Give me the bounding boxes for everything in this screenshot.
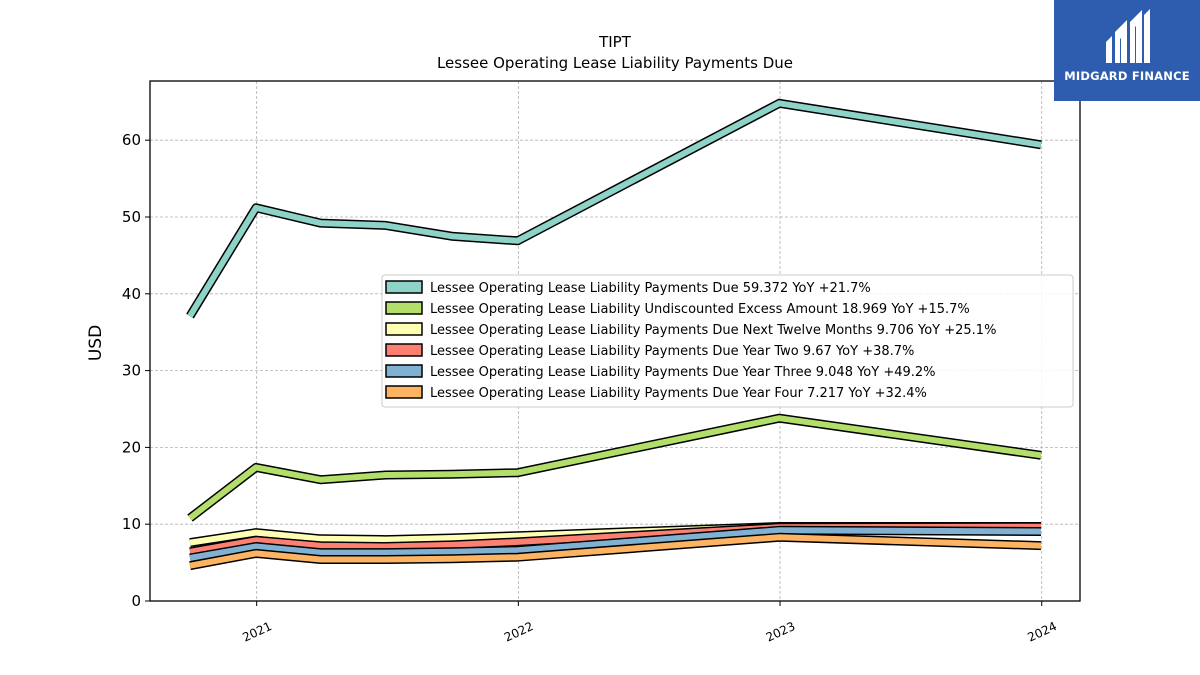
series-line-fill	[189, 527, 1042, 561]
legend-label: Lessee Operating Lease Liability Payment…	[430, 323, 996, 338]
series-lines	[186, 98, 1042, 571]
y-tick-label: 40	[122, 285, 141, 303]
y-tick-label: 10	[122, 515, 141, 533]
plot-frame	[149, 80, 1081, 602]
y-ticks: 0 10 20 30 40 50 60	[122, 131, 150, 610]
x-tick-label: 2021	[240, 619, 274, 645]
brand-logo: MIDGARD FINANCE	[1054, 0, 1200, 101]
legend-swatch	[385, 301, 423, 315]
legend-swatch	[385, 280, 423, 294]
y-tick-label: 20	[122, 438, 141, 456]
y-axis-label: USD	[86, 325, 106, 361]
series-line-6	[189, 532, 1042, 571]
x-ticks: 2021 2022 2023 2024	[240, 601, 1059, 645]
y-tick-label: 60	[122, 131, 141, 149]
legend-label: Lessee Operating Lease Liability Undisco…	[430, 302, 970, 317]
y-tick-label: 30	[122, 362, 141, 380]
legend-swatch	[385, 385, 423, 399]
series-line-outline	[187, 413, 1042, 522]
series-line-fill	[189, 534, 1042, 569]
legend-label: Lessee Operating Lease Liability Payment…	[430, 281, 871, 296]
series-line-1	[186, 98, 1042, 319]
legend-swatch	[385, 343, 423, 357]
legend-label: Lessee Operating Lease Liability Payment…	[430, 386, 927, 401]
series-line-2	[187, 413, 1042, 522]
x-tick-label: 2022	[502, 619, 536, 645]
legend-box	[381, 274, 1074, 408]
series-line-fill	[188, 415, 1042, 521]
legend-swatch	[385, 322, 423, 336]
y-tick-label: 50	[122, 208, 141, 226]
legend: Lessee Operating Lease Liability Payment…	[381, 274, 1074, 408]
y-tick-label: 0	[131, 592, 141, 610]
series-line-fill	[187, 100, 1042, 318]
legend-label: Lessee Operating Lease Liability Payment…	[430, 365, 936, 380]
legend-label: Lessee Operating Lease Liability Payment…	[430, 344, 914, 359]
chart-title: TIPT	[598, 33, 632, 51]
logo-text: MIDGARD FINANCE	[1064, 69, 1190, 83]
x-tick-label: 2023	[764, 619, 798, 645]
logo-mark-icon	[1106, 9, 1150, 63]
series-line-5	[189, 525, 1042, 563]
x-tick-label: 2024	[1025, 619, 1059, 645]
legend-swatch	[385, 364, 423, 378]
chart-subtitle: Lessee Operating Lease Liability Payment…	[437, 54, 793, 72]
